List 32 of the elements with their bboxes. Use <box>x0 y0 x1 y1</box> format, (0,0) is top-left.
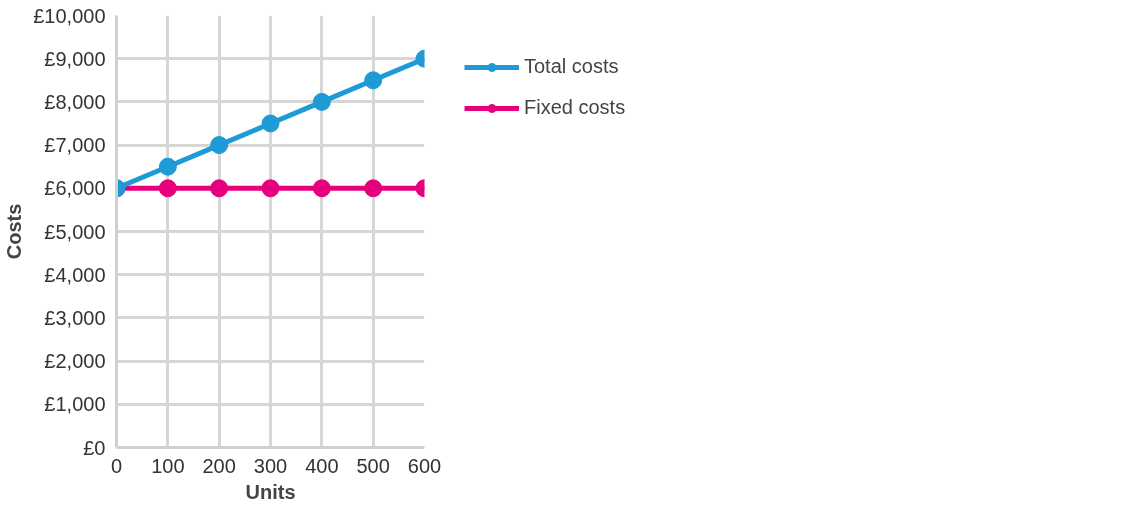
point <box>158 157 177 176</box>
x-tick-label: 600 <box>407 454 442 477</box>
point <box>364 71 383 90</box>
y-tick-label: £1,000 <box>44 393 106 416</box>
y-tick-label: £0 <box>83 436 106 459</box>
x-tick-label: 300 <box>253 454 288 477</box>
x-tick-label: 0 <box>110 454 123 477</box>
y-axis-title: Costs <box>3 203 26 260</box>
point <box>210 179 229 198</box>
x-tick-label: 400 <box>305 454 339 477</box>
x-axis-title: Units <box>245 480 296 503</box>
x-tick-label: 500 <box>356 454 390 477</box>
y-tick-label: £2,000 <box>44 350 106 373</box>
point <box>261 179 280 198</box>
y-tick-label: £6,000 <box>44 177 106 200</box>
y-tick-label: £3,000 <box>44 306 106 329</box>
y-tick-label: £8,000 <box>44 90 106 113</box>
point <box>261 114 280 133</box>
x-tick-label: 200 <box>202 454 236 477</box>
y-tick-label: £9,000 <box>44 47 106 70</box>
point <box>364 179 383 198</box>
y-tick-label: £10,000 <box>33 4 106 27</box>
y-tick-label: £4,000 <box>44 263 106 286</box>
y-tick-label: £5,000 <box>44 220 106 243</box>
point <box>312 92 331 111</box>
y-tick-label: £7,000 <box>44 134 106 157</box>
point <box>210 136 229 155</box>
point <box>312 179 331 198</box>
x-tick-label: 100 <box>151 454 185 477</box>
point <box>158 179 177 198</box>
legend-label: Total costs <box>524 55 619 78</box>
legend-label: Fixed costs <box>524 96 626 119</box>
